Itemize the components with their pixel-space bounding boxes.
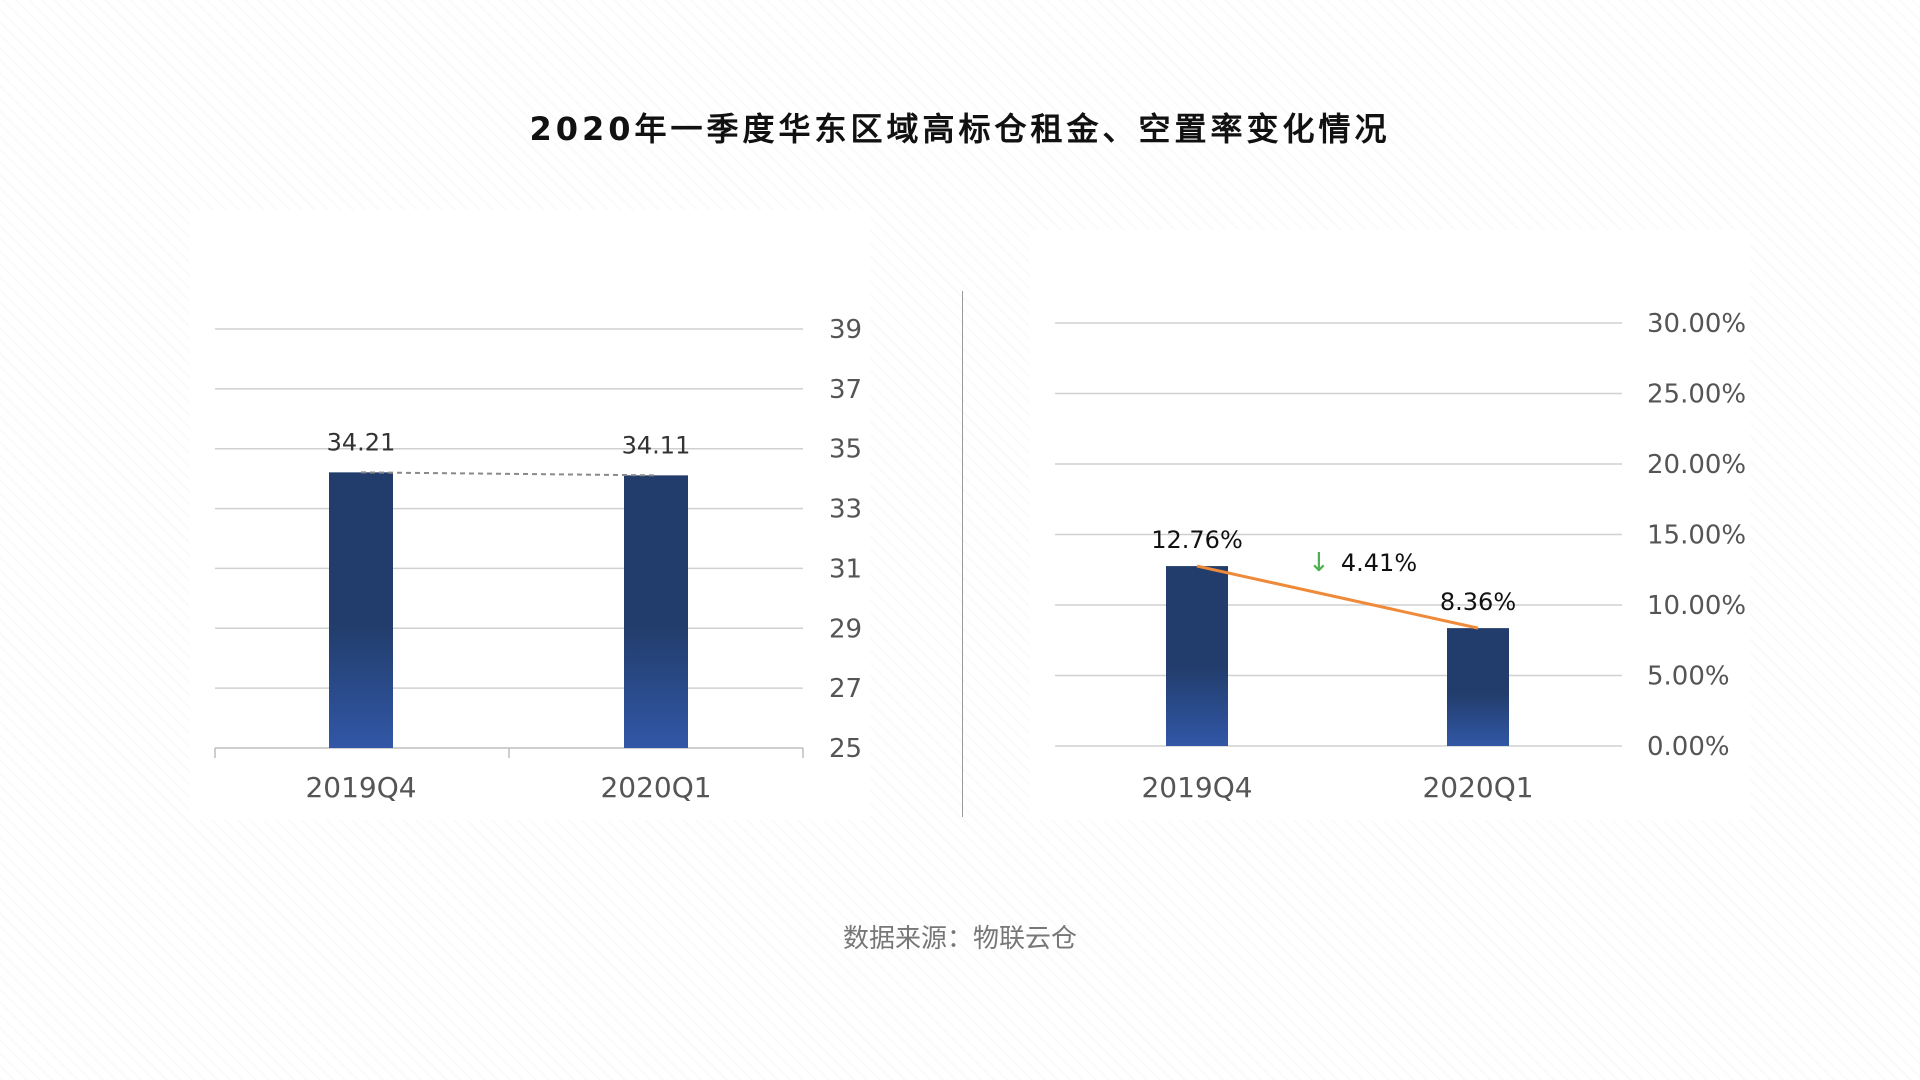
vacancy-data-label: 12.76% — [1151, 526, 1243, 554]
rent-connector-line — [360, 471, 657, 477]
chart-divider — [962, 291, 963, 817]
rent-gridlines — [215, 328, 803, 689]
vacancy-bar-chart: 0.00% 5.00% 10.00% 15.00% 20.00% 25.00% 30.00%… — [1055, 309, 1746, 804]
rent-x-label: 2019Q4 — [305, 771, 416, 804]
rent-y-tick-label: 31 — [829, 554, 862, 584]
vac-y-tick-label: 15.00% — [1647, 521, 1746, 551]
vacancy-chart-panel — [1030, 230, 1750, 820]
vac-y-tick-label: 10.00% — [1647, 591, 1746, 621]
vac-y-tick-label: 5.00% — [1647, 662, 1730, 692]
rent-bar — [329, 472, 393, 748]
rent-bar-chart: 25 27 29 31 33 35 37 39 34.21 34.11 2019Q4 2020… — [214, 315, 862, 804]
rent-y-axis: 25 27 29 31 33 35 37 39 — [829, 315, 862, 764]
rent-data-label: 34.21 — [327, 428, 396, 456]
rent-y-tick-label: 39 — [829, 315, 862, 345]
vac-bar — [1166, 566, 1228, 746]
rent-y-tick-label: 25 — [829, 734, 862, 764]
vacancy-change-value: 4.41% — [1341, 549, 1417, 577]
vacancy-gridlines — [1055, 322, 1622, 747]
vac-y-tick-label: 25.00% — [1647, 380, 1746, 410]
vac-y-tick-label: 30.00% — [1647, 309, 1746, 339]
rent-y-tick-label: 35 — [829, 435, 862, 465]
vac-y-tick-label: 20.00% — [1647, 450, 1746, 480]
rent-chart-panel — [190, 210, 870, 820]
vacancy-bars — [1166, 566, 1509, 746]
vac-y-tick-label: 0.00% — [1647, 732, 1730, 762]
rent-y-tick-label: 37 — [829, 375, 862, 405]
rent-x-label: 2020Q1 — [600, 771, 711, 804]
rent-y-tick-label: 27 — [829, 674, 862, 704]
vacancy-x-label: 2019Q4 — [1141, 771, 1252, 804]
vacancy-trend-line — [1196, 564, 1479, 630]
vac-bar — [1447, 628, 1509, 746]
rent-y-tick-label: 33 — [829, 495, 862, 525]
rent-data-label: 34.11 — [622, 431, 691, 459]
vacancy-y-axis: 0.00% 5.00% 10.00% 15.00% 20.00% 25.00% 30.00% — [1647, 309, 1746, 762]
vacancy-change-annotation: ↓ 4.41% — [1308, 548, 1417, 578]
rent-bars — [329, 472, 688, 748]
vacancy-x-label: 2020Q1 — [1422, 771, 1533, 804]
data-source-note: 数据来源：物联云仓 — [842, 924, 1077, 954]
rent-bar — [624, 475, 688, 748]
page-title: 2020年一季度华东区域高标仓租金、空置率变化情况 — [529, 110, 1391, 148]
down-arrow-icon: ↓ — [1308, 548, 1330, 578]
vacancy-data-label: 8.36% — [1440, 588, 1516, 616]
rent-y-tick-label: 29 — [829, 614, 862, 644]
